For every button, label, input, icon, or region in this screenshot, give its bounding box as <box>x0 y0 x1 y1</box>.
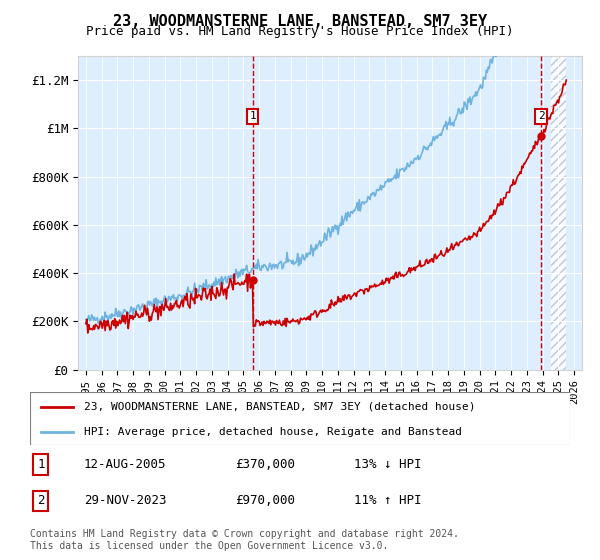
Text: 23, WOODMANSTERNE LANE, BANSTEAD, SM7 3EY: 23, WOODMANSTERNE LANE, BANSTEAD, SM7 3E… <box>113 14 487 29</box>
Text: 29-NOV-2023: 29-NOV-2023 <box>84 494 167 507</box>
Text: HPI: Average price, detached house, Reigate and Banstead: HPI: Average price, detached house, Reig… <box>84 427 462 437</box>
Text: 2: 2 <box>37 494 44 507</box>
Text: Price paid vs. HM Land Registry's House Price Index (HPI): Price paid vs. HM Land Registry's House … <box>86 25 514 38</box>
Text: £970,000: £970,000 <box>235 494 295 507</box>
Text: 1: 1 <box>250 111 256 122</box>
Text: 1: 1 <box>37 458 44 471</box>
Text: 12-AUG-2005: 12-AUG-2005 <box>84 458 167 471</box>
Text: Contains HM Land Registry data © Crown copyright and database right 2024.
This d: Contains HM Land Registry data © Crown c… <box>30 529 459 551</box>
Text: £370,000: £370,000 <box>235 458 295 471</box>
Text: 11% ↑ HPI: 11% ↑ HPI <box>354 494 421 507</box>
Text: 13% ↓ HPI: 13% ↓ HPI <box>354 458 421 471</box>
Text: 2: 2 <box>538 111 544 122</box>
FancyBboxPatch shape <box>30 392 570 445</box>
Text: 23, WOODMANSTERNE LANE, BANSTEAD, SM7 3EY (detached house): 23, WOODMANSTERNE LANE, BANSTEAD, SM7 3E… <box>84 402 476 412</box>
